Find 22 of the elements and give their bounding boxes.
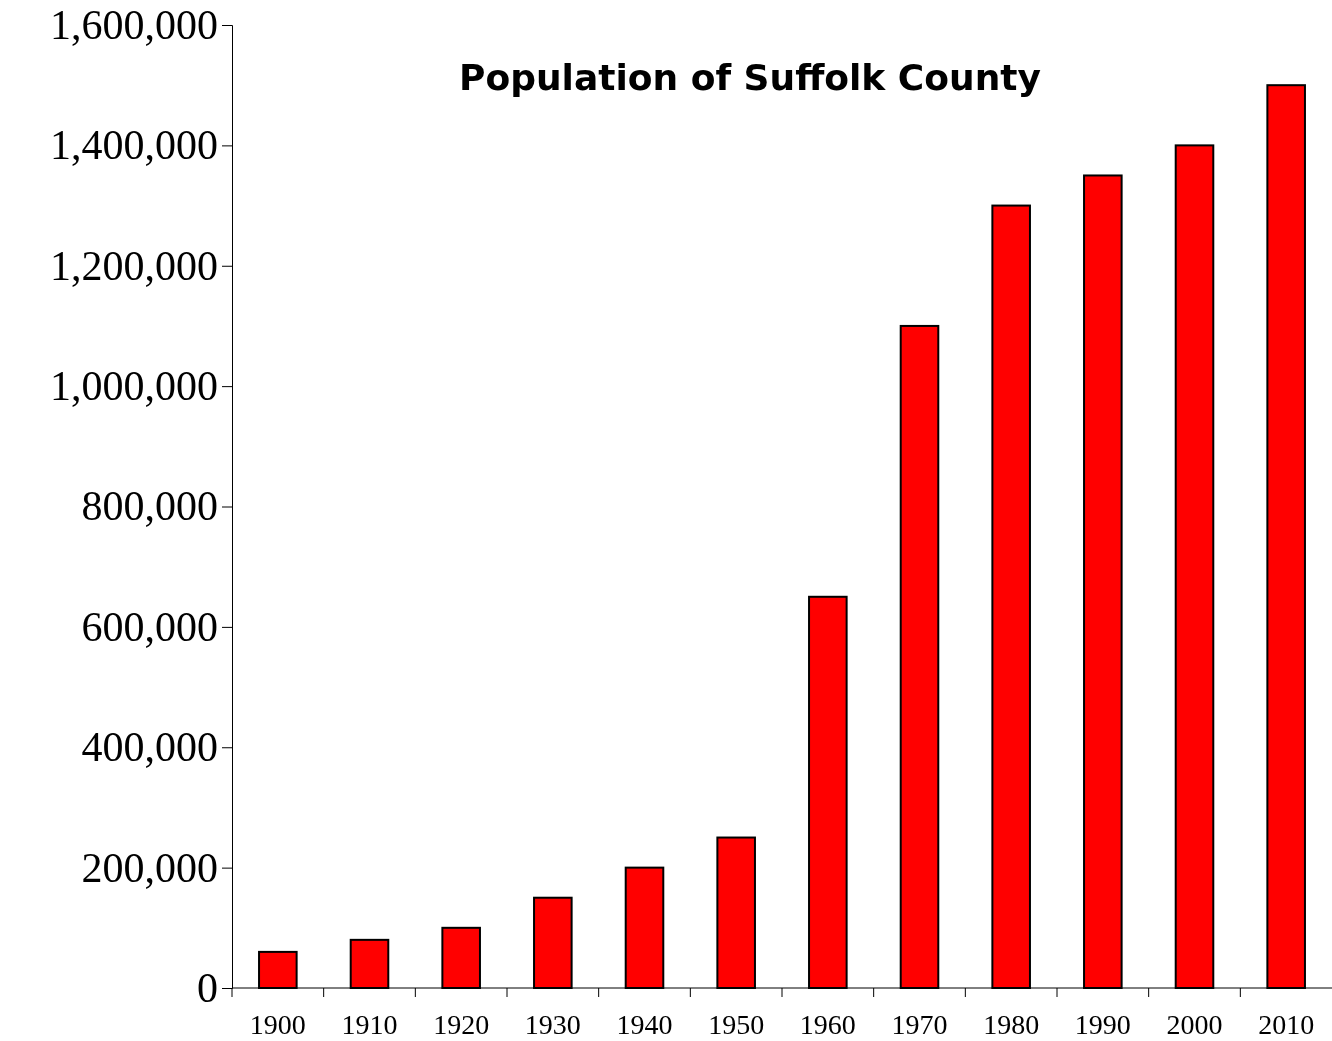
y-tick-label: 1,000,000 bbox=[50, 363, 218, 410]
y-tick-label: 1,600,000 bbox=[50, 1, 218, 48]
y-tick-label: 800,000 bbox=[81, 483, 218, 530]
x-tick-label: 1920 bbox=[433, 1009, 490, 1040]
x-tick-label: 1910 bbox=[341, 1009, 398, 1040]
x-tick-label: 1980 bbox=[983, 1009, 1040, 1040]
text: Population of Suffolk County bbox=[459, 57, 1041, 98]
x-tick-label: 1970 bbox=[891, 1009, 948, 1040]
x-tick-label: 1930 bbox=[524, 1009, 581, 1040]
x-tick-label: 2010 bbox=[1258, 1009, 1315, 1040]
x-tick-label: 1940 bbox=[616, 1009, 673, 1040]
x-tick-label: 2000 bbox=[1166, 1009, 1223, 1040]
y-tick-label: 1,200,000 bbox=[50, 242, 218, 289]
x-tick-label: 1950 bbox=[708, 1009, 765, 1040]
y-tick-label: 200,000 bbox=[81, 844, 218, 891]
y-tick-label: 400,000 bbox=[81, 724, 218, 771]
x-tick-label: 1960 bbox=[799, 1009, 856, 1040]
x-tick-label: 1990 bbox=[1074, 1009, 1131, 1040]
x-tick-label: 1900 bbox=[249, 1009, 306, 1040]
y-tick-label: 1,400,000 bbox=[50, 122, 218, 169]
y-tick-label: 0 bbox=[197, 964, 218, 1011]
y-tick-label: 600,000 bbox=[81, 603, 218, 650]
